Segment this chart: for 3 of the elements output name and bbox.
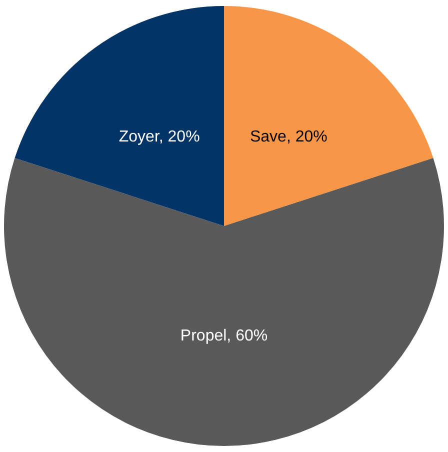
slice-label: Propel, 60% — [180, 327, 268, 344]
slice-label: Zoyer, 20% — [118, 128, 200, 146]
slice-label: Save, 20% — [250, 128, 328, 146]
